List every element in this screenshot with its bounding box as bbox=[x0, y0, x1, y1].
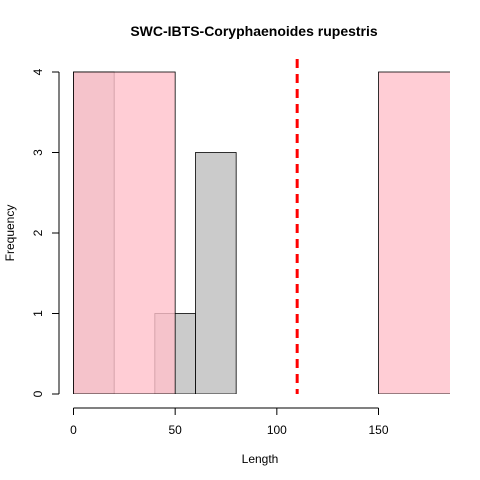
histogram-bar-s0-b3 bbox=[195, 152, 237, 394]
chart-title: SWC-IBTS-Coryphaenoides rupestris bbox=[130, 23, 378, 39]
y-tick-label: 3 bbox=[31, 149, 45, 156]
x-tick-label: 150 bbox=[368, 423, 388, 437]
x-tick-label: 50 bbox=[168, 423, 182, 437]
y-axis: 0 1 2 3 4 bbox=[31, 68, 60, 397]
y-tick-label: 1 bbox=[31, 310, 45, 317]
x-tick-label: 100 bbox=[267, 423, 287, 437]
y-axis-label: Frequency bbox=[3, 205, 17, 262]
histogram-bar-s1-b0 bbox=[73, 71, 176, 394]
x-tick-label: 0 bbox=[70, 423, 77, 437]
histogram-bar-s1-b3 bbox=[378, 71, 450, 394]
y-tick-label: 4 bbox=[31, 68, 45, 75]
y-tick-label: 0 bbox=[31, 390, 45, 397]
x-axis-label: Length bbox=[242, 452, 279, 466]
bars-layer bbox=[73, 71, 450, 394]
x-axis: 0 50 100 150 bbox=[70, 407, 389, 437]
y-tick-label: 2 bbox=[31, 229, 45, 236]
